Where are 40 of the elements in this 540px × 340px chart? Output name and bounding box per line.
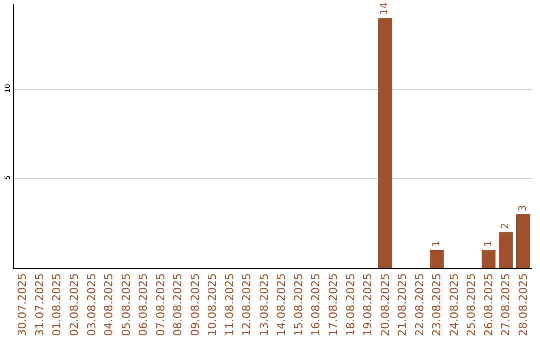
x-tick-label: 13.08.2025: [258, 273, 271, 336]
x-tick-label: 22.08.2025: [413, 273, 426, 336]
x-tick-label: 16.08.2025: [310, 273, 323, 336]
x-tick-label: 02.08.2025: [68, 273, 82, 336]
data-label: 2: [500, 222, 512, 230]
x-tick-label: 09.08.2025: [188, 273, 202, 336]
bar: [378, 18, 392, 268]
x-tick-label: 08.08.2025: [172, 273, 185, 336]
x-tick-label: 18.08.2025: [344, 273, 358, 336]
x-tick-label: 03.08.2025: [85, 273, 98, 336]
bar: [430, 250, 444, 268]
x-tick-label: 15.08.2025: [292, 273, 306, 336]
x-tick-label: 26.08.2025: [482, 273, 496, 336]
bar: [482, 250, 496, 268]
x-tick-label: 30.07.2025: [16, 273, 30, 336]
x-tick-label: 24.08.2025: [448, 273, 461, 336]
x-tick-label: 14.08.2025: [275, 273, 288, 336]
data-label: 1: [432, 240, 443, 248]
x-tick-label: 21.08.2025: [396, 273, 410, 336]
x-tick-label: 17.08.2025: [327, 273, 340, 336]
data-label: 3: [518, 205, 529, 212]
x-tick-label: 12.08.2025: [240, 273, 254, 336]
x-tick-label: 07.08.2025: [154, 273, 168, 336]
x-tick-label: 11.08.2025: [223, 273, 236, 336]
x-tick-label: 04.08.2025: [102, 273, 116, 336]
x-tick-label: 27.08.2025: [500, 273, 513, 336]
data-label: 14: [380, 2, 391, 16]
x-tick-label: 19.08.2025: [362, 273, 375, 336]
x-tick-label: 31.07.2025: [33, 273, 46, 336]
x-tick-label: 05.08.2025: [120, 273, 133, 336]
x-tick-label: 23.08.2025: [430, 273, 444, 336]
x-tick-label: 01.08.2025: [50, 273, 64, 336]
x-tick-label: 28.08.2025: [516, 273, 530, 336]
x-tick-label: 06.08.2025: [137, 273, 150, 336]
x-tick-label: 20.08.2025: [378, 273, 392, 336]
x-tick-label: 10.08.2025: [206, 273, 220, 336]
bar: [499, 232, 514, 268]
bar: [516, 214, 530, 268]
data-label: 1: [483, 240, 494, 248]
x-tick-label: 25.08.2025: [465, 273, 478, 336]
